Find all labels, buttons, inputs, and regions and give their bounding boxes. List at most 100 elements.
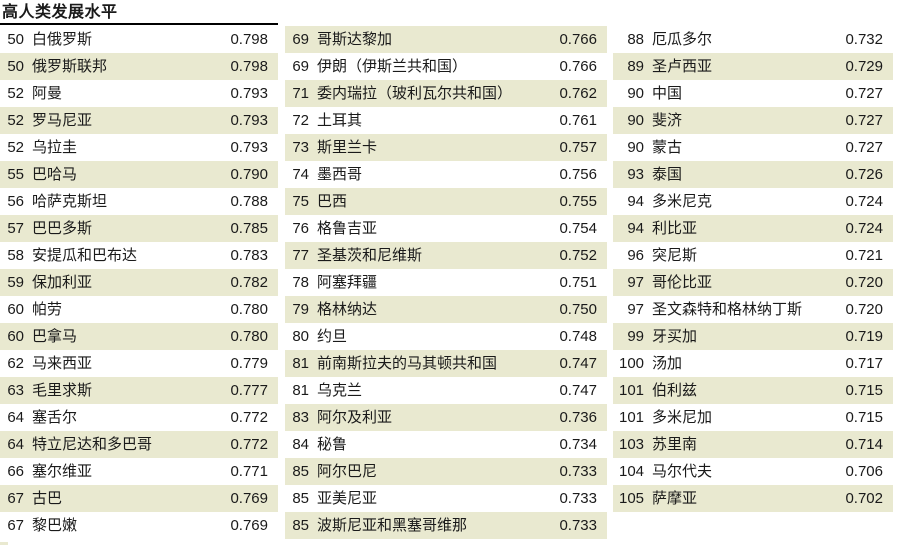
rank-cell: 90 — [627, 139, 644, 156]
table-row: 103 苏里南 0.714 — [613, 431, 893, 458]
country-cell: 突尼斯 — [652, 247, 698, 264]
table-row: 67 黎巴嫩 0.769 — [0, 512, 278, 539]
table-row: 80 约旦 0.748 — [285, 323, 607, 350]
value-cell: 0.780 — [230, 301, 268, 318]
value-cell: 0.762 — [559, 85, 597, 102]
country-cell: 伊朗（伊斯兰共和国） — [317, 58, 468, 75]
rank-cell: 69 — [292, 58, 309, 75]
country-cell: 哥斯达黎加 — [317, 31, 393, 48]
value-cell: 0.748 — [559, 328, 597, 345]
country-cell: 委内瑞拉（玻利瓦尔共和国） — [317, 85, 513, 102]
table-column-left: 50 白俄罗斯 0.798 50 俄罗斯联邦 0.798 52 阿曼 0.793… — [0, 26, 278, 539]
country-cell: 汤加 — [652, 355, 683, 372]
value-cell: 0.766 — [559, 31, 597, 48]
value-cell: 0.733 — [559, 490, 597, 507]
rank-cell: 64 — [7, 409, 24, 426]
country-cell: 白俄罗斯 — [32, 31, 93, 48]
table-row: 81 乌克兰 0.747 — [285, 377, 607, 404]
table-column-middle: 69 哥斯达黎加 0.766 69 伊朗（伊斯兰共和国） 0.766 71 委内… — [285, 26, 607, 539]
country-cell: 巴拿马 — [32, 328, 78, 345]
rank-cell: 66 — [7, 463, 24, 480]
rank-cell: 59 — [7, 274, 24, 291]
rank-cell: 94 — [627, 220, 644, 237]
table-row: 84 秘鲁 0.734 — [285, 431, 607, 458]
country-cell: 特立尼达和多巴哥 — [32, 436, 153, 453]
rank-cell: 83 — [292, 409, 309, 426]
value-cell: 0.702 — [845, 490, 883, 507]
value-cell: 0.771 — [230, 463, 268, 480]
table-row: 89 圣卢西亚 0.729 — [613, 53, 893, 80]
country-cell: 罗马尼亚 — [32, 112, 93, 129]
value-cell: 0.769 — [230, 517, 268, 534]
table-row: 78 阿塞拜疆 0.751 — [285, 269, 607, 296]
rank-cell: 56 — [7, 193, 24, 210]
rank-cell: 77 — [292, 247, 309, 264]
table-row: 90 斐济 0.727 — [613, 107, 893, 134]
value-cell: 0.750 — [559, 301, 597, 318]
table-row: 52 乌拉圭 0.793 — [0, 134, 278, 161]
table-row: 60 帕劳 0.780 — [0, 296, 278, 323]
rank-cell: 52 — [7, 139, 24, 156]
table-row: 90 中国 0.727 — [613, 80, 893, 107]
value-cell: 0.747 — [559, 355, 597, 372]
value-cell: 0.782 — [230, 274, 268, 291]
value-cell: 0.729 — [845, 58, 883, 75]
table-row: 60 巴拿马 0.780 — [0, 323, 278, 350]
rank-cell: 85 — [292, 463, 309, 480]
country-cell: 阿尔及利亚 — [317, 409, 393, 426]
table-row: 69 伊朗（伊斯兰共和国） 0.766 — [285, 53, 607, 80]
country-cell: 圣卢西亚 — [652, 58, 713, 75]
table-row: 77 圣基茨和尼维斯 0.752 — [285, 242, 607, 269]
value-cell: 0.734 — [559, 436, 597, 453]
country-cell: 马来西亚 — [32, 355, 93, 372]
country-cell: 巴哈马 — [32, 166, 78, 183]
country-cell: 厄瓜多尔 — [652, 31, 713, 48]
value-cell: 0.751 — [559, 274, 597, 291]
value-cell: 0.788 — [230, 193, 268, 210]
rank-cell: 72 — [292, 112, 309, 129]
table-row: 56 哈萨克斯坦 0.788 — [0, 188, 278, 215]
country-cell: 斯里兰卡 — [317, 139, 378, 156]
country-cell: 阿曼 — [32, 85, 63, 102]
value-cell: 0.706 — [845, 463, 883, 480]
rank-cell: 50 — [7, 31, 24, 48]
table-row: 62 马来西亚 0.779 — [0, 350, 278, 377]
country-cell: 伯利兹 — [652, 382, 698, 399]
table-row: 94 多米尼克 0.724 — [613, 188, 893, 215]
rank-cell: 71 — [292, 85, 309, 102]
rank-cell: 94 — [627, 193, 644, 210]
country-cell: 波斯尼亚和黑塞哥维那 — [317, 517, 468, 534]
table-row: 66 塞尔维亚 0.771 — [0, 458, 278, 485]
table-row: 93 泰国 0.726 — [613, 161, 893, 188]
country-cell: 保加利亚 — [32, 274, 93, 291]
table-row: 64 特立尼达和多巴哥 0.772 — [0, 431, 278, 458]
table-row: 101 伯利兹 0.715 — [613, 377, 893, 404]
value-cell: 0.747 — [559, 382, 597, 399]
country-cell: 亚美尼亚 — [317, 490, 378, 507]
country-cell: 阿尔巴尼 — [317, 463, 378, 480]
table-row: 75 巴西 0.755 — [285, 188, 607, 215]
country-cell: 格林纳达 — [317, 301, 378, 318]
rank-cell: 62 — [7, 355, 24, 372]
country-cell: 塞舌尔 — [32, 409, 78, 426]
value-cell: 0.752 — [559, 247, 597, 264]
table-row: 67 古巴 0.769 — [0, 485, 278, 512]
value-cell: 0.793 — [230, 112, 268, 129]
value-cell: 0.793 — [230, 139, 268, 156]
rank-cell: 89 — [627, 58, 644, 75]
rank-cell: 52 — [7, 85, 24, 102]
table-row: 97 哥伦比亚 0.720 — [613, 269, 893, 296]
country-cell: 萨摩亚 — [652, 490, 698, 507]
country-cell: 土耳其 — [317, 112, 363, 129]
country-cell: 巴巴多斯 — [32, 220, 93, 237]
value-cell: 0.798 — [230, 58, 268, 75]
cutoff-row-fragment — [0, 542, 8, 545]
value-cell: 0.733 — [559, 463, 597, 480]
table-row: 85 波斯尼亚和黑塞哥维那 0.733 — [285, 512, 607, 539]
table-row: 104 马尔代夫 0.706 — [613, 458, 893, 485]
country-cell: 苏里南 — [652, 436, 698, 453]
value-cell: 0.714 — [845, 436, 883, 453]
rank-cell: 97 — [627, 274, 644, 291]
table-row: 90 蒙古 0.727 — [613, 134, 893, 161]
